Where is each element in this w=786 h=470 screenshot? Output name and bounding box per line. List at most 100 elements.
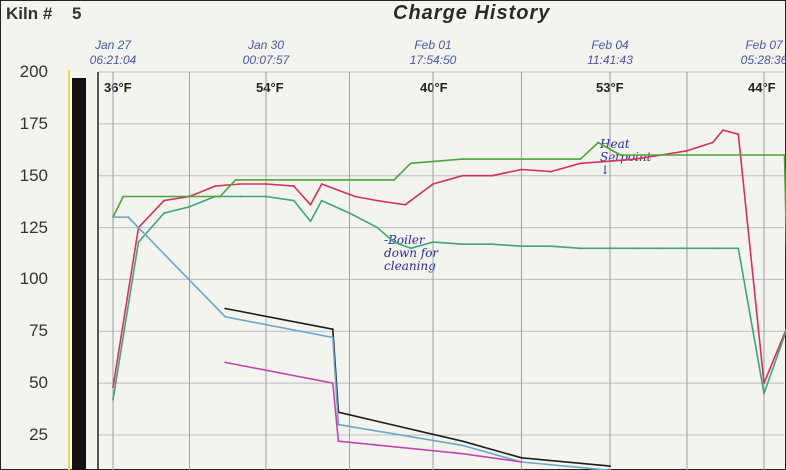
series-point-1: [320, 199, 323, 202]
series-point-1: [188, 205, 191, 208]
series-point-0: [550, 170, 552, 173]
series-point-0: [579, 162, 582, 165]
series-point-2: [219, 195, 222, 198]
scale-bar: [72, 78, 86, 470]
series-point-1: [309, 220, 312, 223]
outdoor-temp-label: 40°F: [420, 80, 448, 95]
y-tick-label: 200: [19, 62, 48, 81]
chart-title: Charge History: [393, 2, 551, 24]
series-point-4: [112, 216, 114, 219]
series-point-1: [579, 247, 582, 250]
series-point-4: [127, 216, 130, 219]
series-point-1: [112, 398, 114, 401]
series-point-1: [432, 241, 434, 243]
series-point-0: [737, 133, 740, 136]
series-point-1: [711, 247, 714, 250]
series-point-0: [404, 203, 407, 206]
series-point-0: [112, 386, 114, 389]
series-point-2: [783, 154, 786, 156]
series-point-2: [579, 158, 582, 161]
series-point-3: [520, 456, 523, 459]
series-point-4: [461, 444, 464, 447]
series-point-1: [686, 247, 688, 250]
series-line-5: [225, 361, 522, 463]
y-tick-label: 125: [19, 217, 48, 237]
series-point-3: [331, 328, 334, 331]
series-point-0: [214, 185, 216, 187]
series-point-0: [461, 174, 464, 177]
series-point-1: [265, 195, 267, 198]
series-point-1: [737, 247, 740, 250]
series-point-1: [609, 247, 611, 250]
series-point-4: [224, 315, 227, 318]
series-point-2: [320, 178, 323, 181]
series-point-0: [711, 141, 714, 144]
series-point-1: [461, 243, 464, 246]
series-point-5: [224, 361, 227, 364]
outdoor-temp-label: 54°F: [256, 80, 284, 95]
series-point-0: [609, 160, 611, 163]
series-point-3: [461, 440, 464, 443]
series-point-1: [239, 195, 242, 198]
series-line-4: [113, 216, 611, 470]
series-point-0: [763, 382, 765, 385]
series-point-4: [337, 423, 340, 426]
series-point-1: [520, 245, 523, 248]
series-point-1: [491, 243, 493, 246]
series-point-0: [634, 158, 637, 161]
y-tick-label: 150: [19, 165, 48, 185]
series-line-3: [225, 307, 611, 467]
annotation-note: -Boiler down for cleaning: [384, 232, 439, 273]
series-point-1: [292, 199, 295, 202]
series-point-1: [137, 241, 140, 243]
date-tick-label: Feb 01 17:54:50: [409, 38, 457, 67]
series-point-0: [239, 183, 242, 185]
series-point-0: [686, 149, 688, 152]
series-point-2: [597, 141, 600, 144]
outdoor-temp-label: 44°F: [748, 80, 776, 95]
series-point-1: [660, 247, 663, 250]
series-point-2: [763, 154, 765, 156]
kiln-number: 5: [72, 4, 82, 23]
y-tick-label: 75: [29, 321, 48, 341]
kiln-label: Kiln #: [6, 4, 53, 23]
series-point-0: [292, 185, 295, 187]
series-point-2: [393, 178, 395, 181]
series-point-2: [234, 178, 237, 181]
series-point-1: [634, 247, 637, 250]
series-point-0: [491, 174, 493, 177]
series-point-0: [309, 203, 312, 206]
series-point-1: [376, 226, 379, 229]
series-point-1: [409, 247, 412, 250]
series-point-5: [461, 452, 464, 455]
series-point-0: [376, 199, 379, 202]
scale-stripe: [68, 70, 70, 470]
series-point-0: [320, 183, 323, 185]
y-tick-label: 175: [19, 113, 48, 133]
series-line-0: [112, 129, 786, 388]
series-point-2: [409, 162, 412, 165]
date-tick-label: Jan 30 00:07:57: [242, 38, 290, 67]
y-tick-label: 100: [19, 269, 48, 289]
date-tick-label: Jan 27 06:21:04: [89, 38, 137, 67]
series-point-5: [337, 440, 340, 443]
series-point-1: [348, 212, 351, 214]
series-point-1: [163, 212, 165, 214]
series-point-0: [432, 183, 434, 185]
date-tick-label: Feb 07 05:28:36: [740, 38, 786, 67]
series-point-2: [619, 154, 622, 156]
series-point-1: [393, 241, 395, 243]
date-tick-label: Feb 04 11:41:43: [587, 38, 633, 67]
series-point-5: [331, 382, 334, 385]
series-point-3: [224, 307, 227, 310]
series-point-0: [337, 189, 340, 192]
series-point-2: [461, 158, 464, 161]
series-point-0: [722, 129, 724, 131]
series-point-3: [609, 465, 611, 468]
series-point-0: [354, 195, 356, 198]
series-point-0: [520, 168, 523, 171]
series-point-4: [331, 336, 334, 339]
series-point-5: [520, 461, 523, 463]
series-point-1: [763, 392, 765, 395]
